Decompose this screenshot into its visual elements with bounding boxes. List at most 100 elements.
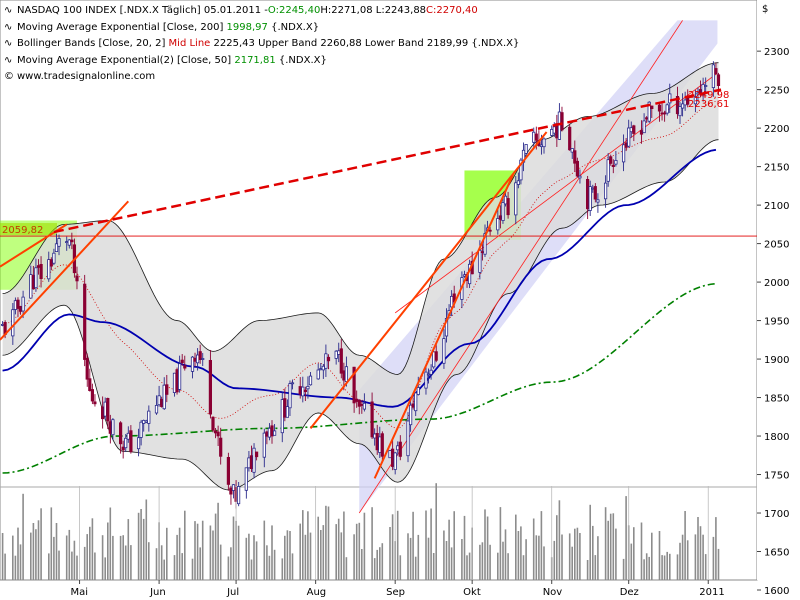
candlestick [611,159,615,174]
volume-bar [699,526,702,580]
candlestick [416,376,420,396]
candlestick [657,102,662,122]
candle-body [47,259,51,280]
candle-body [93,401,97,405]
volume-bar [94,552,96,580]
volume-bar [417,534,420,580]
volume-bar [163,559,165,580]
candlestick [604,175,608,208]
volume-bar [407,533,409,580]
currency-symbol: $ [762,4,768,15]
candlestick [154,395,159,415]
volume-bar [681,534,684,580]
candle-body [201,358,205,360]
volume-bar [55,523,58,580]
candlestick [573,140,577,172]
candlestick [488,226,492,236]
legend-bollinger-rest: Upper Band 2260,88 Lower Band 2189,99 {.… [258,38,520,49]
candle-body [488,229,492,232]
candlestick [681,93,685,117]
volume-bar [307,511,309,580]
candle-body [606,159,610,182]
candle-body [211,416,215,431]
volume-bar [697,517,699,580]
volume-bar [520,526,522,580]
legend-ema50-value: 2171,81 [234,54,276,66]
volume-bar [676,554,679,580]
volume-bar [22,493,24,580]
volume-bar [130,545,132,580]
candle-body [393,452,397,470]
volume-bar [271,525,273,580]
volume-bar [299,523,301,580]
candlestick [201,352,205,367]
volume-bar [322,525,325,580]
candlestick [119,421,123,454]
volume-bar [622,558,625,580]
candlestick [519,157,523,185]
candle-body [462,274,467,277]
candlestick [588,180,592,216]
volume-bar [32,523,35,580]
candlestick [429,364,433,380]
candlestick [236,482,241,507]
candlestick [627,119,631,148]
volume-bar [73,540,76,580]
candlestick [216,425,220,447]
volume-bar [320,530,322,580]
volume-bar [571,546,573,580]
candle-body [539,144,544,148]
candlestick [606,153,610,187]
volume-bar [196,523,199,580]
candle-body [18,305,23,312]
volume-bar [463,515,466,580]
volume-bar [232,516,235,580]
candle-body [11,309,15,337]
candle-body [195,354,200,364]
candle-body [408,404,413,426]
candle-body [198,351,202,361]
volume-bar [173,555,176,580]
legend-ema200-row: ∿ Moving Average Exponential [Close, 200… [4,20,519,37]
candlestick [388,449,392,459]
volume-bar [309,532,312,580]
candle-body [624,142,628,148]
website-link[interactable]: www.tradesignalonline.com [17,71,156,82]
candle-body [254,451,259,458]
candle-body [162,384,166,410]
candle-body [142,419,146,424]
candlestick [362,393,367,412]
volume-bar [502,541,504,580]
candlestick [560,106,564,132]
candle-body [532,131,536,143]
legend-close: C:2270,40 [426,5,478,16]
candle-body [390,448,395,467]
candlestick [190,356,195,379]
legend-bollinger-mid-label: Mid Line [168,38,211,49]
candle-body [593,186,597,200]
candlestick [111,418,115,441]
volume-bar [666,551,668,580]
bollinger-band-fill [2,62,719,490]
candlestick [357,399,361,415]
volume-bar [661,555,663,580]
candlestick [316,363,320,380]
volume-bar [669,553,671,580]
volume-bar [286,530,289,580]
volume-bar [648,556,650,580]
candle-body [272,430,277,436]
candle-body [16,299,20,309]
candlestick [124,434,128,453]
volume-bar [445,541,448,580]
candle-body [360,403,364,406]
volume-bar [250,559,253,580]
candle-body [411,403,415,408]
candle-body [106,397,110,422]
volume-bar [607,520,609,580]
y-tick-label: 1900 [764,355,789,366]
candlestick [442,329,446,369]
candle-body [67,239,71,246]
volume-bar [291,553,294,580]
volume-bar [481,542,484,580]
